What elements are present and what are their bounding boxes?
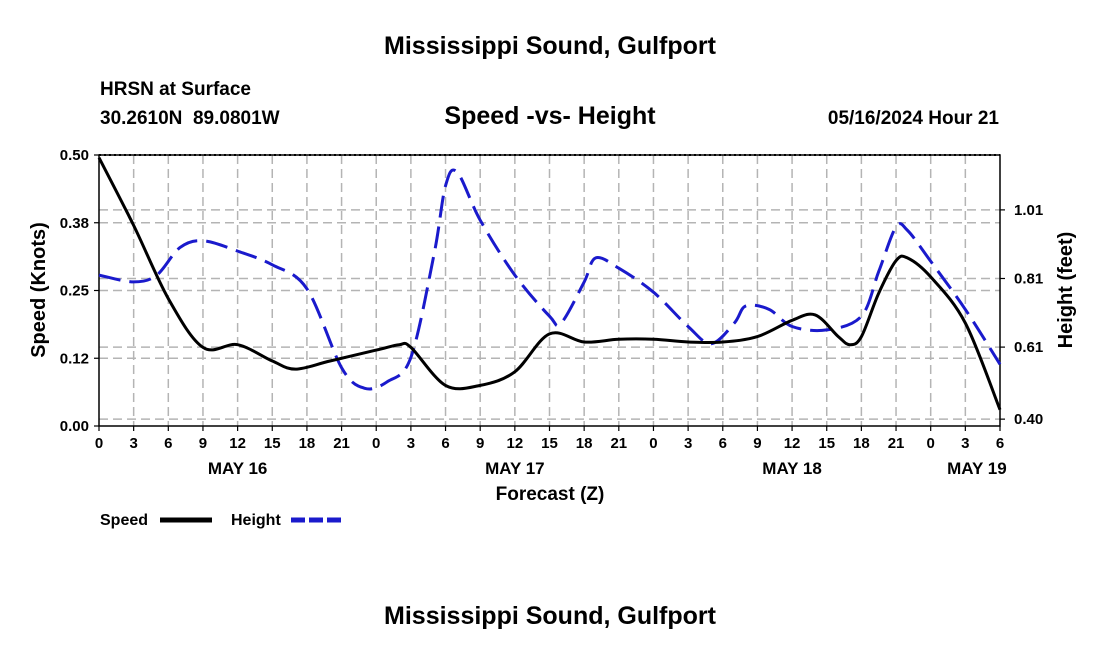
- x-tick-label: 3: [407, 435, 415, 452]
- x-tick-label: 9: [476, 435, 484, 452]
- x-axis-title: Forecast (Z): [496, 484, 605, 505]
- legend-speed-label: Speed: [100, 512, 148, 529]
- legend-height-label: Height: [231, 512, 281, 529]
- y-right-tick-label: 0.61: [1014, 339, 1043, 356]
- x-tick-label: 15: [818, 435, 835, 452]
- x-tick-label: 6: [164, 435, 172, 452]
- x-tick-label: 6: [441, 435, 449, 452]
- x-tick-label: 21: [333, 435, 350, 452]
- date-label: MAY 19: [947, 459, 1007, 478]
- x-tick-label: 21: [610, 435, 627, 452]
- x-tick-label: 0: [95, 435, 103, 452]
- location-name: HRSN at Surface: [100, 79, 251, 100]
- y-left-axis-title: Speed (Knots): [28, 222, 50, 358]
- y-right-tick-label: 0.81: [1014, 270, 1043, 287]
- y-left-tick-label: 0.50: [60, 147, 89, 164]
- series-line-height: [98, 168, 1002, 391]
- page-title: Mississippi Sound, Gulfport: [384, 32, 717, 60]
- x-tick-label: 0: [372, 435, 380, 452]
- x-tick-label: 12: [784, 435, 801, 452]
- x-tick-label: 21: [888, 435, 905, 452]
- data-series: [97, 157, 1002, 411]
- footer-title: Mississippi Sound, Gulfport: [384, 602, 717, 630]
- x-tick-label: 15: [264, 435, 281, 452]
- x-tick-label: 15: [541, 435, 558, 452]
- x-tick-label: 3: [129, 435, 137, 452]
- x-tick-label: 9: [753, 435, 761, 452]
- x-tick-label: 0: [649, 435, 657, 452]
- y-left-tick-label: 0.25: [60, 283, 89, 300]
- x-tick-label: 18: [853, 435, 870, 452]
- x-tick-label: 0: [927, 435, 935, 452]
- x-tick-label: 18: [299, 435, 316, 452]
- y-right-tick-label: 0.40: [1014, 411, 1043, 428]
- date-label: MAY 17: [485, 459, 545, 478]
- x-tick-label: 3: [961, 435, 969, 452]
- y-left-tick-label: 0.38: [60, 215, 89, 232]
- date-label: MAY 18: [762, 459, 822, 478]
- y-right-axis-title: Height (feet): [1055, 232, 1077, 349]
- x-tick-label: 6: [719, 435, 727, 452]
- axis-ticks: 0 3 6 9 12 15 18 21 0 3 6 9 12 15 18 21 0 3 6 9 12 15 18 21 0 3 6 M…: [60, 147, 1043, 478]
- location-coordinates: 30.2610N 89.0801W: [100, 108, 280, 129]
- y-left-tick-label: 0.00: [60, 418, 89, 435]
- grid-lines: [99, 155, 1000, 426]
- x-tick-label: 9: [199, 435, 207, 452]
- forecast-datetime: 05/16/2024 Hour 21: [828, 108, 1000, 129]
- x-tick-label: 12: [507, 435, 524, 452]
- x-tick-label: 6: [996, 435, 1004, 452]
- y-right-tick-label: 1.01: [1014, 202, 1043, 219]
- chart-subtitle: Speed -vs- Height: [444, 102, 656, 130]
- y-left-tick-label: 0.12: [60, 350, 89, 367]
- x-tick-label: 12: [229, 435, 246, 452]
- date-label: MAY 16: [208, 459, 268, 478]
- series-line-speed: [97, 157, 1002, 411]
- x-tick-label: 3: [684, 435, 692, 452]
- x-tick-label: 18: [576, 435, 593, 452]
